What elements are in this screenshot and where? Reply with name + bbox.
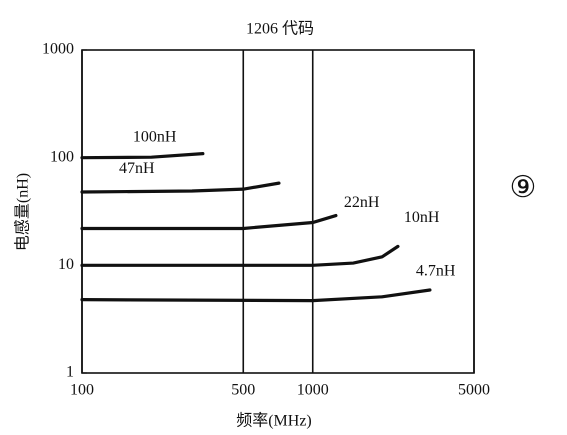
annotation: ⑨ [510,171,537,204]
series-label: 22nH [344,194,380,211]
series-label: 100nH [133,128,177,145]
chart-title: 1206 代码 [246,20,314,38]
series-label: 47nH [119,160,155,177]
series-line [80,244,400,267]
x-tick-label: 5000 [458,382,490,399]
y-tick-label: 10 [58,256,74,273]
x-tick-label: 1000 [297,382,329,399]
series-label: 10nH [404,209,440,226]
series-line [80,152,205,160]
y-tick-label: 1000 [42,41,74,58]
y-axis-label: 电感量(nH) [14,173,32,251]
series-line [80,181,281,194]
x-axis-label: 频率(MHz) [236,412,312,430]
series-line [80,288,432,303]
series-line [80,213,338,231]
x-tick-label: 100 [70,382,94,399]
y-tick-label: 1 [66,364,74,381]
series-label: 4.7nH [416,263,456,280]
y-tick-label: 100 [50,148,74,165]
x-tick-label: 500 [231,382,255,399]
